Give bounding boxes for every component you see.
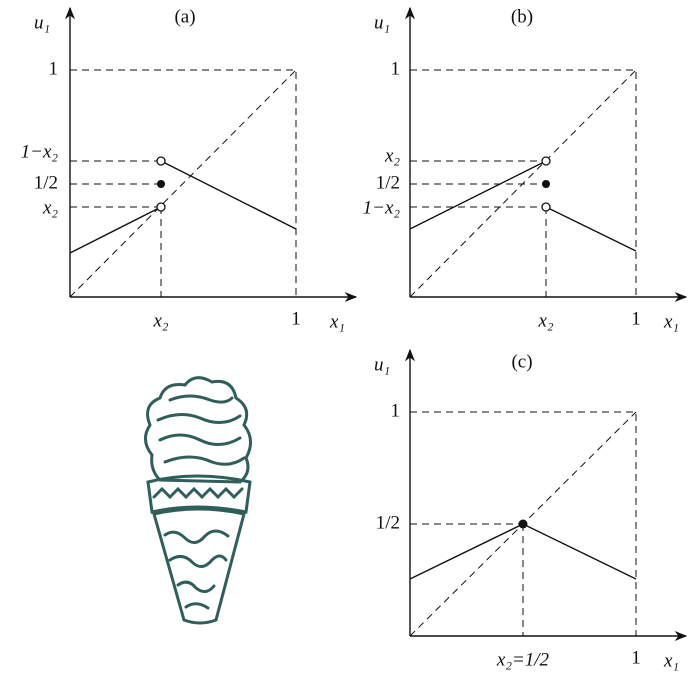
y-tick: 1/2 xyxy=(34,172,58,193)
y-tick: 1 xyxy=(49,58,59,79)
guides xyxy=(69,69,297,298)
ice-cream-illustration xyxy=(144,376,252,625)
open-point xyxy=(156,202,166,212)
x-axis-label: x₁ xyxy=(663,311,679,332)
y-tick: 1/2 xyxy=(376,512,400,533)
y-tick: x₂ xyxy=(42,197,58,218)
point xyxy=(542,180,550,188)
y-axis-label: u₁ xyxy=(374,354,390,375)
point xyxy=(518,519,528,529)
panel-label: (a) xyxy=(174,6,195,27)
point xyxy=(157,180,165,188)
x-tick: 1 xyxy=(631,647,641,668)
open-point xyxy=(541,202,551,212)
panel-b: (b) u₁ x₁ 1 x₂ 1/2 1−x₂ x₂ 1 xyxy=(363,6,688,332)
x-tick: x₂ xyxy=(537,310,553,331)
y-tick: 1/2 xyxy=(376,172,400,193)
y-tick: 1 xyxy=(391,400,401,421)
payoff xyxy=(69,160,297,254)
y-tick: x₂ xyxy=(384,145,400,166)
open-point xyxy=(156,156,166,166)
y-tick: 1−x₂ xyxy=(363,197,401,218)
x-tick: 1 xyxy=(631,308,641,329)
y-tick: 1−x₂ xyxy=(21,141,59,162)
panel-label: (c) xyxy=(511,351,532,372)
panel-a: (a) u₁ x₁ 1 1−x₂ 1/2 x₂ x₂ 1 xyxy=(21,6,358,332)
open-point xyxy=(541,156,551,166)
x-axis-label: x₁ xyxy=(663,650,679,671)
y-axis-label: u₁ xyxy=(34,12,50,33)
guides xyxy=(409,69,637,298)
x-tick: x₂=1/2 xyxy=(496,649,550,670)
x-axis-label: x₁ xyxy=(329,311,345,332)
x-tick: 1 xyxy=(291,308,301,329)
y-axis-label: u₁ xyxy=(374,12,390,33)
panel-c: (c) u₁ x₁ 1 1/2 x₂=1/2 1 xyxy=(374,348,688,671)
y-tick: 1 xyxy=(391,58,401,79)
x-tick: x₂ xyxy=(152,310,168,331)
panel-label: (b) xyxy=(511,6,533,27)
payoff xyxy=(409,160,637,252)
